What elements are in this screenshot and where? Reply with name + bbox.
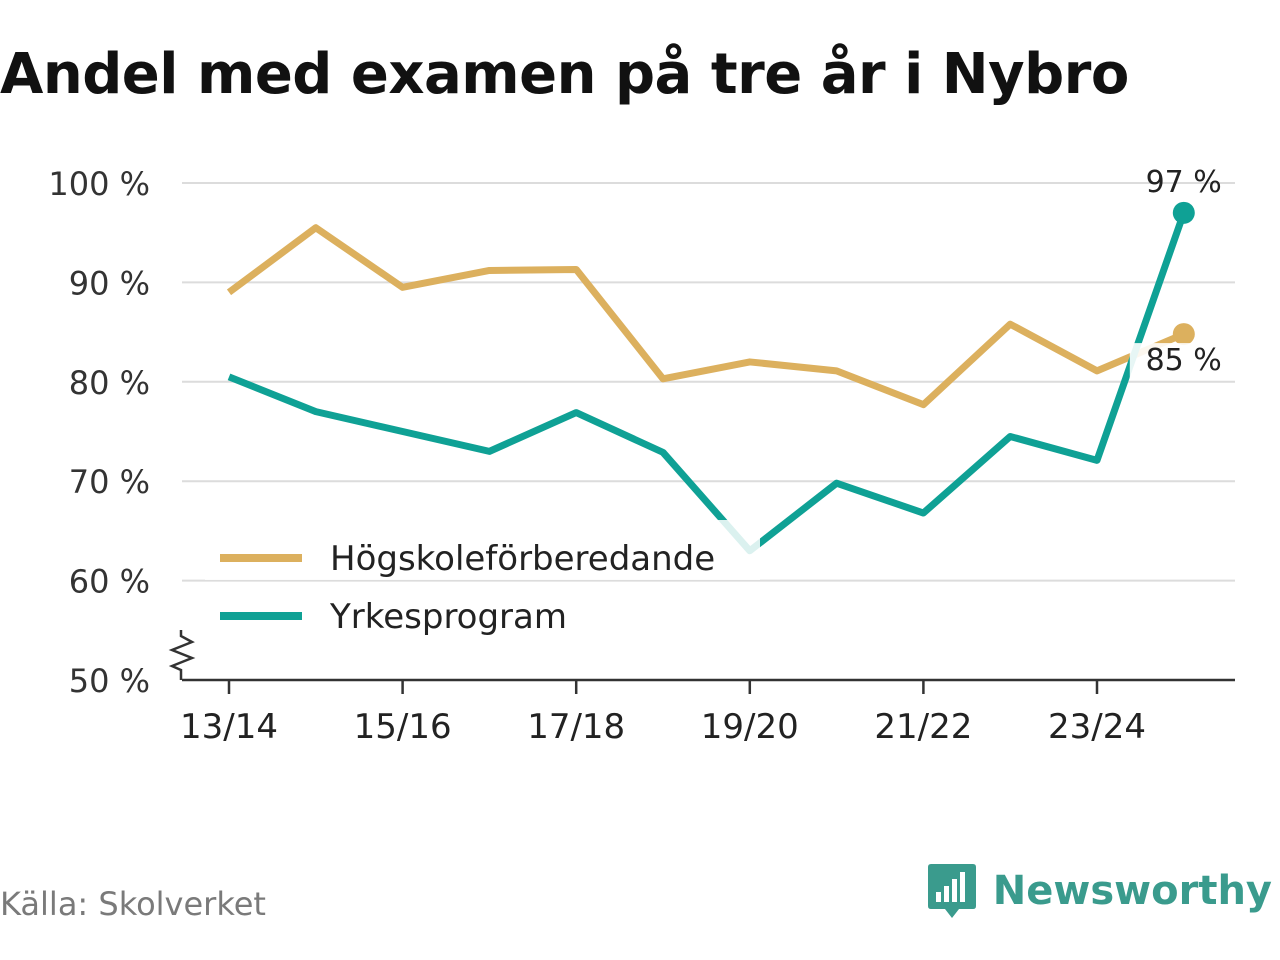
source-note: Källa: Skolverket <box>0 885 266 923</box>
end-point-h-gskolef-rberedande <box>1172 323 1195 346</box>
end-point-yrkesprogram <box>1172 201 1195 224</box>
legend-backdrop <box>205 520 760 580</box>
series-lines <box>226 201 1195 555</box>
x-tick-label: 15/16 <box>354 707 452 747</box>
x-tick-label: 17/18 <box>527 707 625 747</box>
chart-title: Andel med examen på tre år i Nybro <box>0 42 1129 107</box>
legend-label: Yrkesprogram <box>329 597 567 637</box>
y-tick-label-70: 70 % <box>69 463 150 501</box>
end-labels: 85 % 97 % <box>1129 165 1224 380</box>
legend-label: Högskoleförberedande <box>330 539 715 579</box>
brand-logo: Newsworthy <box>927 862 1272 920</box>
x-tick-label: 21/22 <box>874 707 972 747</box>
axis-break-icon <box>168 630 196 680</box>
x-tick-label: 13/14 <box>180 707 278 747</box>
newsworthy-logo-icon <box>927 864 976 918</box>
y-tick-label-100: 100 % <box>48 165 150 203</box>
end-label-backdrop <box>1129 343 1224 380</box>
y-tick-label-50: 50 % <box>69 662 150 700</box>
series-line-yrkesprogram <box>227 211 1188 555</box>
brand-name: Newsworthy <box>992 868 1272 914</box>
y-axis-ticks: 50 % 60 % 70 % 80 % 90 % 100 % <box>48 165 196 700</box>
y-tick-label-90: 90 % <box>69 264 150 302</box>
legend: Högskoleförberedande Yrkesprogram <box>205 520 760 637</box>
y-tick-label-80: 80 % <box>69 364 150 402</box>
series-line-h-gskolef-rberedande <box>226 224 1186 409</box>
end-value-label: 97 % <box>1146 165 1222 200</box>
gridlines <box>182 182 1235 582</box>
x-axis: 13/14 15/16 17/18 19/20 21/22 23/24 <box>180 678 1235 747</box>
x-tick-label: 23/24 <box>1048 707 1146 747</box>
y-tick-label-60: 60 % <box>69 563 150 601</box>
x-tick-label: 19/20 <box>701 707 799 747</box>
end-value-label: 85 % <box>1146 343 1222 378</box>
